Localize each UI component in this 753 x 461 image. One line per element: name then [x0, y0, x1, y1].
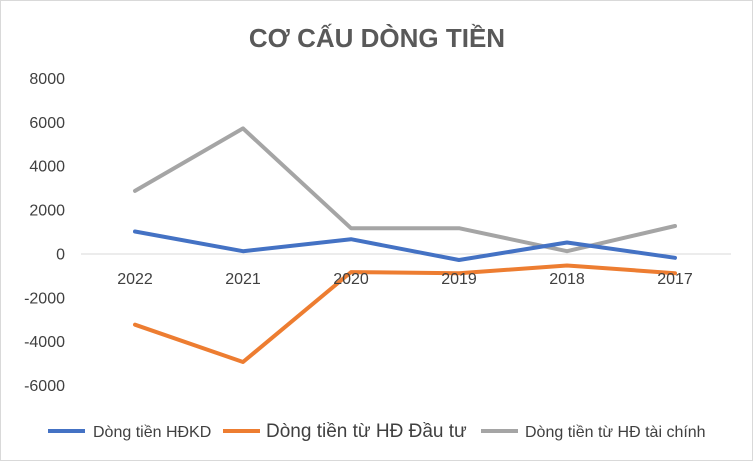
legend-label: Dòng tiền từ HĐ Đầu tư: [266, 421, 467, 442]
series-line-blue: [133, 229, 677, 262]
legend: Dòng tiền HĐKD Dòng tiền từ HĐ Đầu tư Dò…: [48, 421, 706, 442]
y-tick-label: 8000: [29, 71, 65, 88]
series-line-gray: [133, 126, 677, 254]
y-tick-label: 2000: [29, 203, 65, 220]
legend-label: Dòng tiền HĐKD: [93, 424, 211, 441]
y-tick-label: -6000: [24, 378, 65, 395]
x-axis-ticks: 2022 2021 2020 2019 2018 2017: [117, 271, 693, 288]
series-line-orange: [133, 263, 677, 364]
y-axis-ticks: 8000 6000 4000 2000 0 -2000 -4000 -6000: [24, 71, 65, 395]
x-tick-label: 2019: [441, 271, 477, 288]
chart-title: CƠ CẤU DÒNG TIỀN: [249, 23, 505, 53]
y-tick-label: 0: [56, 246, 65, 263]
series-lines: [133, 126, 677, 364]
x-tick-label: 2020: [333, 271, 369, 288]
y-tick-label: 4000: [29, 159, 65, 176]
y-tick-label: 6000: [29, 115, 65, 132]
x-tick-label: 2022: [117, 271, 153, 288]
legend-label: Dòng tiền từ HĐ tài chính: [525, 424, 706, 441]
x-tick-label: 2021: [225, 271, 261, 288]
x-tick-label: 2017: [657, 271, 693, 288]
x-tick-label: 2018: [549, 271, 585, 288]
y-tick-label: -4000: [24, 334, 65, 351]
y-tick-label: -2000: [24, 290, 65, 307]
